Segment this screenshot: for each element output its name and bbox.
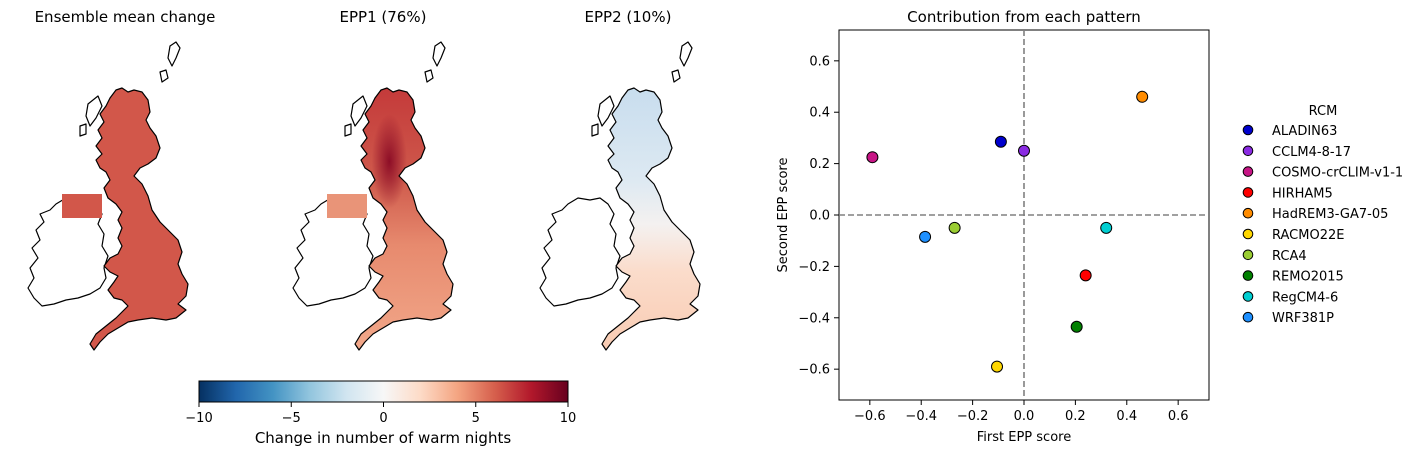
y-tick-label: 0.4 — [809, 106, 830, 121]
legend-title: RCM — [1309, 104, 1338, 119]
legend: RCM ALADIN63 CCLM4-8-17 COSMO-crCLIM-v1-1 H… — [1242, 104, 1403, 326]
y-tick-label: −0.6 — [798, 363, 830, 378]
point-hadrem3-ga7-05 — [1136, 90, 1149, 103]
x-tick-label: 0.4 — [1116, 409, 1137, 424]
x-axis-label: First EPP score — [977, 430, 1071, 445]
legend-label: HIRHAM5 — [1272, 186, 1333, 201]
legend-label: RCA4 — [1272, 249, 1307, 264]
legend-marker — [1242, 291, 1254, 302]
scatter-plot: Contribution from each pattern −0.6 −0.4 −… — [776, 8, 1210, 445]
x-tick-label: −0.2 — [957, 409, 989, 424]
colorbar-tick-label: 0 — [379, 411, 387, 426]
legend-label: RACMO22E — [1272, 228, 1344, 243]
legend-label: RegCM4-6 — [1272, 290, 1338, 305]
y-tick-label: 0.0 — [809, 209, 830, 224]
colorbar-label: Change in number of warm nights — [255, 429, 512, 447]
point-wrf381p — [919, 230, 932, 243]
legend-marker — [1242, 207, 1254, 219]
point-hirham5 — [1079, 269, 1092, 282]
chart-title: Contribution from each pattern — [907, 8, 1141, 26]
x-tick-label: −0.4 — [905, 409, 937, 424]
point-aladin63 — [994, 135, 1007, 148]
ni-shading — [327, 194, 367, 218]
legend-marker — [1242, 249, 1254, 261]
legend-marker — [1242, 166, 1254, 177]
y-tick-label: −0.2 — [798, 260, 830, 275]
x-tick-label: 0.6 — [1168, 409, 1189, 424]
colorbar-tick-label: −5 — [282, 411, 301, 426]
colorbar-tick-label: 5 — [472, 411, 480, 426]
colorbar-tick-label: −10 — [185, 411, 212, 426]
y-axis-label: Second EPP score — [776, 158, 791, 273]
x-tick-label: 0.0 — [1014, 409, 1035, 424]
map-epp1 — [292, 41, 454, 351]
map-title-1: Ensemble mean change — [35, 8, 216, 26]
colorbar-ramp — [198, 380, 569, 403]
colorbar: −10 −5 0 5 10 Change in number of warm night… — [185, 380, 577, 447]
legend-marker — [1242, 311, 1254, 323]
legend-marker — [1242, 187, 1254, 198]
map-epp2 — [539, 41, 701, 351]
colorbar-tick-label: 10 — [560, 411, 577, 426]
y-tick-label: −0.4 — [798, 311, 830, 326]
point-cosmo-crclim-v1-1 — [866, 151, 879, 164]
legend-label: CCLM4-8-17 — [1272, 145, 1351, 160]
map-ensemble-mean — [27, 41, 189, 351]
legend-marker — [1242, 124, 1254, 136]
point-rca4 — [948, 221, 961, 234]
y-tick-label: 0.6 — [809, 54, 830, 69]
point-remo2015 — [1070, 320, 1083, 333]
legend-label: REMO2015 — [1272, 270, 1344, 285]
point-racmo22e — [991, 360, 1004, 373]
map-title-2: EPP1 (76%) — [340, 8, 427, 26]
point-cclm4-8-17 — [1018, 144, 1030, 157]
legend-label: HadREM3-GA7-05 — [1272, 207, 1388, 222]
legend-label: ALADIN63 — [1272, 124, 1337, 139]
legend-label: COSMO-crCLIM-v1-1 — [1272, 166, 1403, 181]
x-tick-label: −0.6 — [854, 409, 886, 424]
x-tick-label: 0.2 — [1065, 409, 1086, 424]
ni-shading — [62, 194, 102, 218]
y-tick-label: 0.2 — [809, 157, 830, 172]
legend-label: WRF381P — [1272, 311, 1334, 326]
map-title-3: EPP2 (10%) — [585, 8, 672, 26]
point-regcm4-6 — [1100, 221, 1113, 234]
legend-marker — [1242, 270, 1254, 281]
legend-marker — [1242, 145, 1254, 157]
legend-marker — [1242, 228, 1254, 240]
